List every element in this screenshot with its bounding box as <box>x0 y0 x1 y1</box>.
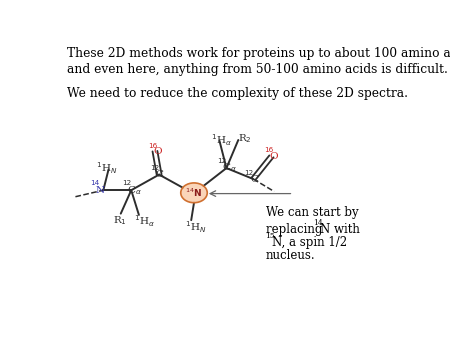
Text: R$_2$: R$_2$ <box>238 132 252 145</box>
Text: These 2D methods work for proteins up to about 100 amino acids,: These 2D methods work for proteins up to… <box>67 47 450 60</box>
Text: N: N <box>96 186 105 195</box>
Text: O: O <box>269 152 278 162</box>
Text: $^{14}$N: $^{14}$N <box>185 187 202 199</box>
Text: 15: 15 <box>266 232 275 240</box>
Text: We can start by: We can start by <box>266 206 358 219</box>
Text: 12: 12 <box>245 170 254 176</box>
Text: C: C <box>155 170 163 179</box>
Text: R$_1$: R$_1$ <box>113 214 127 227</box>
Text: 14: 14 <box>90 180 99 186</box>
Text: C$_\alpha$: C$_\alpha$ <box>127 184 142 197</box>
Text: nucleus.: nucleus. <box>266 249 315 262</box>
Text: $^1$H$_N$: $^1$H$_N$ <box>184 220 206 235</box>
Text: $^1$H$_\alpha$: $^1$H$_\alpha$ <box>212 132 232 148</box>
Text: N with: N with <box>320 223 360 236</box>
Text: 12: 12 <box>122 180 131 186</box>
Text: 16: 16 <box>148 143 157 149</box>
Text: C: C <box>250 175 258 184</box>
Text: 12: 12 <box>217 158 226 164</box>
Text: C$_\alpha$: C$_\alpha$ <box>222 161 237 174</box>
Text: and even here, anything from 50-100 amino acids is difficult.: and even here, anything from 50-100 amin… <box>67 63 448 76</box>
Circle shape <box>181 183 207 203</box>
Text: replacing: replacing <box>266 223 326 236</box>
Text: O: O <box>153 147 162 156</box>
Text: $^1$H$_N$: $^1$H$_N$ <box>96 160 118 176</box>
Text: $^1$H$_\alpha$: $^1$H$_\alpha$ <box>135 214 155 229</box>
Text: 14: 14 <box>313 219 323 227</box>
Text: 16: 16 <box>264 147 273 153</box>
Text: We need to reduce the complexity of these 2D spectra.: We need to reduce the complexity of thes… <box>67 88 408 100</box>
Text: N, a spin 1/2: N, a spin 1/2 <box>273 236 347 249</box>
Text: 12: 12 <box>150 165 159 171</box>
